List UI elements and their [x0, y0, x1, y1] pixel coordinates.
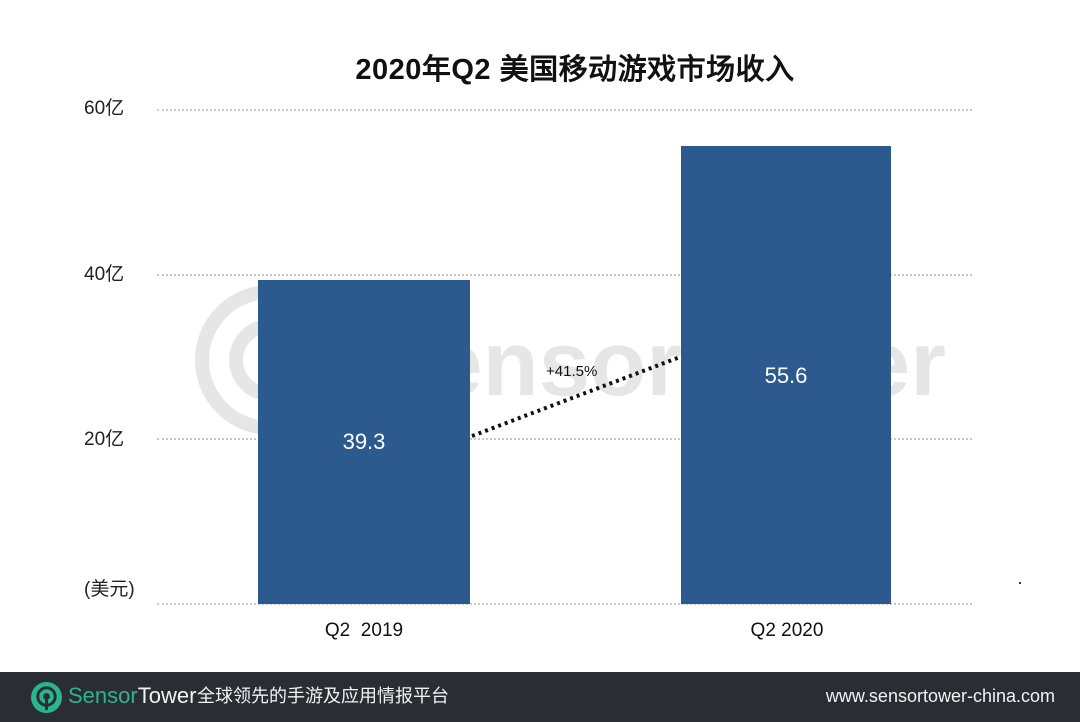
gridline-60: [157, 109, 972, 111]
gridline-baseline: [157, 603, 972, 605]
y-tick-40: 40亿: [84, 264, 125, 285]
x-label-q2-2019: Q2 2019: [324, 620, 404, 641]
growth-percentage-label: +41.5%: [546, 363, 598, 380]
footer-bar: SensorTower 全球领先的手游及应用情报平台 www.sensortow…: [0, 672, 1080, 722]
stray-mark: [1019, 582, 1021, 584]
chart-title: 2020年Q2 美国移动游戏市场收入: [355, 54, 795, 86]
x-label-q2-2020: Q2 2020: [750, 620, 824, 641]
bar-q2-2019: 39.3: [258, 280, 470, 604]
footer-website-url: www.sensortower-china.com: [825, 686, 1055, 706]
footer-slogan: 全球领先的手游及应用情报平台: [197, 686, 449, 706]
y-tick-20: 20亿: [84, 429, 125, 450]
bar-value-label: 55.6: [764, 363, 808, 388]
brand-part-tower: Tower: [137, 683, 197, 708]
footer-brand-name: SensorTower: [68, 685, 196, 707]
gridline-20: [157, 438, 972, 440]
y-axis-unit-label: (美元): [84, 579, 135, 600]
brand-part-sensor: Sensor: [68, 683, 138, 708]
bar-value-label: 39.3: [342, 429, 386, 454]
y-tick-60: 60亿: [84, 98, 125, 119]
sensortower-logo-icon: [31, 682, 62, 713]
gridline-40: [157, 274, 972, 276]
bar-q2-2020: 55.6: [681, 146, 891, 604]
